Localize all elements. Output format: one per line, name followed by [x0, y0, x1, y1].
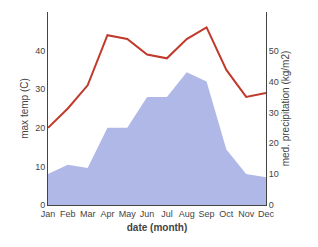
svg-text:30: 30: [269, 108, 279, 118]
svg-text:Apr: Apr: [100, 209, 114, 219]
svg-text:40: 40: [269, 77, 279, 87]
svg-text:40: 40: [35, 46, 45, 56]
svg-text:Sep: Sep: [199, 209, 215, 219]
svg-text:max temp (C): max temp (C): [19, 78, 30, 139]
svg-text:0: 0: [40, 200, 45, 210]
svg-text:Jan: Jan: [41, 209, 56, 219]
svg-text:20: 20: [269, 138, 279, 148]
svg-text:0: 0: [269, 200, 274, 210]
svg-text:Nov: Nov: [238, 209, 255, 219]
svg-text:Jun: Jun: [140, 209, 155, 219]
svg-text:30: 30: [35, 84, 45, 94]
svg-text:20: 20: [35, 123, 45, 133]
svg-text:Mar: Mar: [80, 209, 96, 219]
svg-text:date (month): date (month): [127, 222, 188, 233]
svg-text:50: 50: [269, 46, 279, 56]
svg-text:Dec: Dec: [258, 209, 275, 219]
svg-text:10: 10: [35, 162, 45, 172]
svg-text:Jul: Jul: [161, 209, 173, 219]
svg-text:Oct: Oct: [219, 209, 234, 219]
svg-text:Feb: Feb: [60, 209, 76, 219]
svg-text:10: 10: [269, 169, 279, 179]
svg-text:Aug: Aug: [179, 209, 195, 219]
svg-text:med. precipitation (kg/m2): med. precipitation (kg/m2): [280, 51, 291, 167]
svg-text:May: May: [119, 209, 137, 219]
